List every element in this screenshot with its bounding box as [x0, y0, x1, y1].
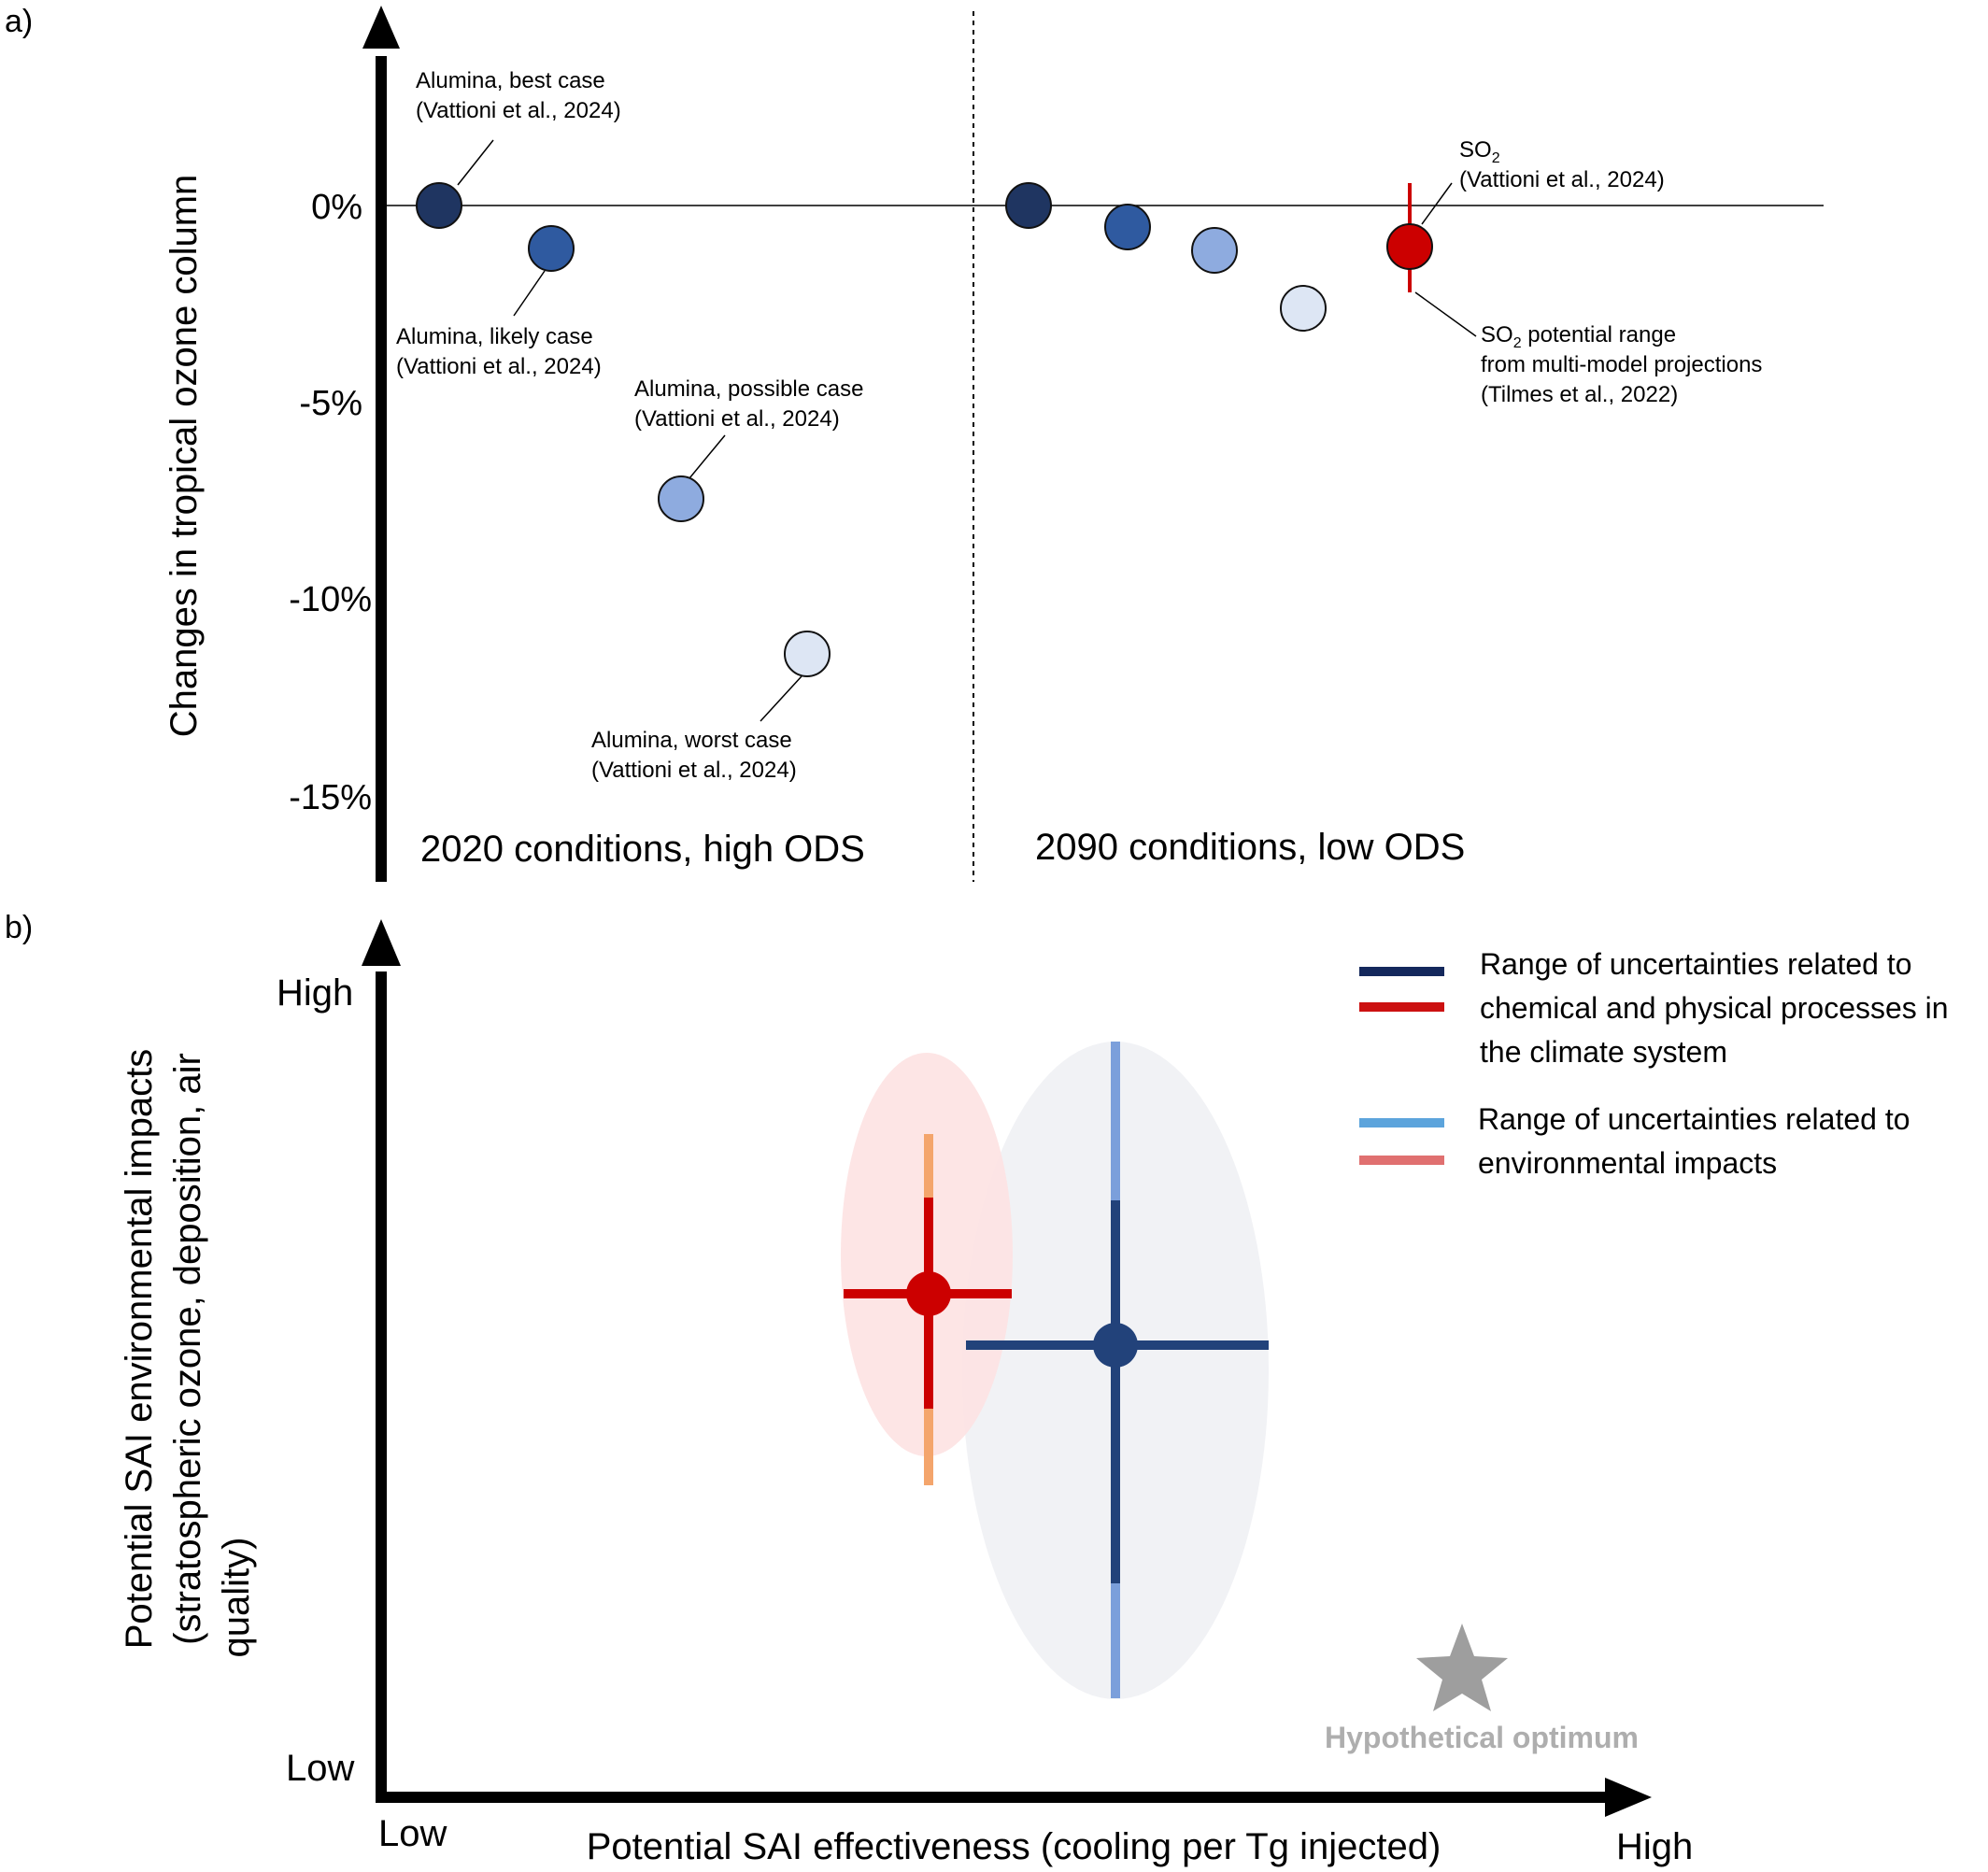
leader-best	[457, 139, 494, 186]
point-2090-best	[1005, 182, 1052, 229]
panel-b-ylabel-3: quality)	[216, 1538, 257, 1658]
hypothetical-optimum-label: Hypothetical optimum	[1325, 1721, 1639, 1754]
annot-so2range-1: SO2 potential range	[1481, 322, 1676, 351]
point-2090-likely	[1104, 204, 1151, 250]
panel-a-y-axis-arrow	[362, 6, 400, 49]
legend-climate-line-3: the climate system	[1480, 1035, 1727, 1069]
annot-worst-2: (Vattioni et al., 2024)	[591, 758, 797, 783]
blue-point	[1093, 1323, 1138, 1368]
leader-likely	[513, 270, 546, 317]
annot-worst-1: Alumina, worst case	[591, 728, 792, 753]
point-2090-possible	[1191, 227, 1238, 274]
annot-so2range-formula: SO	[1481, 322, 1513, 347]
annot-so2range-2: from multi-model projections	[1481, 352, 1762, 377]
panel-b-y-high: High	[277, 972, 353, 1014]
legend-climate-line-2: chemical and physical processes in	[1480, 991, 1949, 1025]
annot-so2range-rest: potential range	[1522, 322, 1676, 347]
panel-b-ylabel-1: Potential SAI environmental impacts	[119, 1049, 160, 1650]
panel-a-ytick-1: -5%	[299, 384, 362, 423]
panel-b-ylabel: Potential SAI environmental impacts (str…	[119, 1049, 257, 1658]
leader-possible	[689, 434, 726, 479]
legend-env-line-2: environmental impacts	[1478, 1146, 1777, 1180]
point-2090-worst	[1280, 285, 1327, 332]
point-2020-worst	[784, 631, 831, 677]
leader-worst	[760, 675, 802, 722]
point-so2	[1386, 223, 1433, 270]
annot-so2-1: SO2	[1459, 137, 1500, 166]
panel-b-legend: Range of uncertainties related to chemic…	[1359, 947, 1949, 1180]
annot-likely-2: (Vattioni et al., 2024)	[396, 354, 602, 379]
annot-so2-formula: SO	[1459, 137, 1492, 163]
annot-possible-2: (Vattioni et al., 2024)	[634, 406, 840, 432]
legend-env-line-1: Range of uncertainties related to	[1478, 1102, 1910, 1136]
panel-a: a) Changes in tropical ozone column 0% -…	[5, 4, 1824, 882]
legend-climate-line-1: Range of uncertainties related to	[1480, 947, 1912, 981]
annot-likely-1: Alumina, likely case	[396, 324, 593, 349]
panel-a-ytick-2: -10%	[289, 580, 372, 619]
panel-a-ytick-0: 0%	[311, 188, 362, 227]
panel-a-ylabel: Changes in tropical ozone column	[163, 175, 205, 738]
hypothetical-optimum-star-icon	[1416, 1624, 1508, 1711]
annot-possible-1: Alumina, possible case	[634, 376, 863, 402]
panel-a-region-2020: 2020 conditions, high ODS	[420, 829, 865, 870]
annot-so2-subscript: 2	[1492, 150, 1500, 166]
panel-b-x-axis-arrow	[1605, 1778, 1652, 1817]
panel-a-label: a)	[5, 4, 33, 39]
panel-a-ytick-3: -15%	[289, 778, 372, 817]
panel-b-x-low: Low	[378, 1813, 447, 1854]
panel-a-leader-lines	[457, 139, 1477, 722]
point-2020-likely	[528, 225, 575, 272]
leader-so2-range	[1414, 291, 1477, 337]
red-point	[906, 1271, 951, 1316]
panel-b: b) High Low Low High Potential SAI effec…	[5, 910, 1949, 1867]
panel-a-annotations: Alumina, best case (Vattioni et al., 202…	[396, 68, 1762, 783]
annot-best-2: (Vattioni et al., 2024)	[416, 98, 621, 123]
panel-a-region-2090: 2090 conditions, low ODS	[1035, 827, 1465, 868]
annot-so2-2: (Vattioni et al., 2024)	[1459, 167, 1665, 192]
annot-so2range-subscript: 2	[1513, 335, 1522, 351]
annot-so2range-3: (Tilmes et al., 2022)	[1481, 382, 1678, 407]
panel-b-x-high: High	[1616, 1826, 1693, 1867]
leader-so2	[1421, 182, 1453, 225]
point-2020-possible	[658, 475, 704, 522]
panel-b-label: b)	[5, 910, 33, 945]
panel-b-ylabel-2: (stratospheric ozone, deposition, air	[167, 1053, 208, 1645]
panel-b-y-axis-arrow	[362, 919, 401, 966]
panel-b-xlabel: Potential SAI effectiveness (cooling per…	[587, 1826, 1441, 1867]
panel-b-y-low: Low	[286, 1748, 354, 1789]
panel-a-points	[416, 182, 1433, 677]
point-2020-best	[416, 182, 462, 229]
annot-best-1: Alumina, best case	[416, 68, 605, 93]
